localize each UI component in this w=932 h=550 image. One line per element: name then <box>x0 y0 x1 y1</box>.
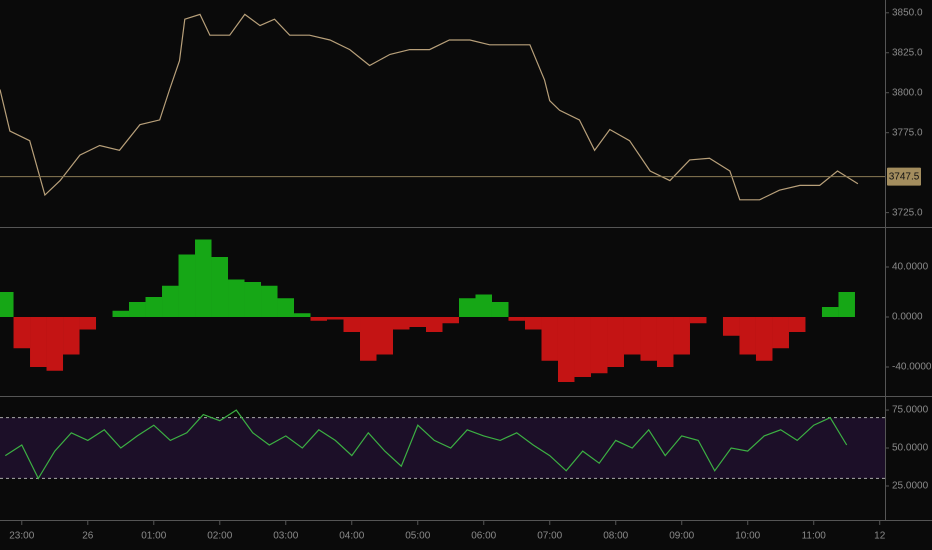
y-tick-label: 0.0000 <box>892 312 923 323</box>
histogram-bar <box>656 317 674 367</box>
y-tick-label: 50.0000 <box>892 443 929 454</box>
histogram-bar <box>30 317 47 367</box>
histogram-bar <box>63 317 80 355</box>
y-tick-label: 75.0000 <box>892 405 929 416</box>
x-tick-label: 08:00 <box>603 531 628 542</box>
x-tick-label: 23:00 <box>9 531 34 542</box>
histogram-bar <box>788 317 806 332</box>
histogram-bar <box>277 298 295 317</box>
histogram-bar <box>376 317 394 355</box>
histogram-bar <box>13 317 31 349</box>
histogram-bar <box>228 279 245 317</box>
y-tick-label: 3850.0 <box>892 7 923 18</box>
histogram-bar <box>623 317 641 355</box>
x-tick-label: 01:00 <box>141 531 166 542</box>
histogram-bar <box>755 317 773 361</box>
histogram-bar <box>327 317 344 320</box>
histogram-bar <box>79 317 97 330</box>
histogram-bar <box>772 317 789 349</box>
x-tick-label: 11:00 <box>802 531 827 542</box>
histogram-bar <box>294 313 311 317</box>
histogram-bar <box>508 317 525 321</box>
histogram-bar <box>739 317 756 355</box>
y-tick-label: 3825.0 <box>892 47 923 58</box>
histogram-bar <box>409 317 427 327</box>
x-tick-label: 05:00 <box>405 531 430 542</box>
histogram-bar <box>574 317 591 377</box>
histogram-bar <box>590 317 608 374</box>
histogram-bar <box>178 254 196 317</box>
y-tick-label: 3725.0 <box>892 207 923 218</box>
x-tick-label: 04:00 <box>339 531 364 542</box>
histogram-bar <box>640 317 657 361</box>
x-tick-label: 12 <box>874 531 886 542</box>
x-tick-label: 02:00 <box>207 531 232 542</box>
histogram-bar <box>261 285 278 317</box>
histogram-bar <box>442 317 459 324</box>
line <box>0 13 859 201</box>
histogram-bar <box>0 292 14 317</box>
histogram-bar <box>607 317 624 367</box>
histogram-bar <box>162 285 179 317</box>
histogram-bar <box>722 317 740 336</box>
last-price-label: 3747.5 <box>889 171 920 182</box>
histogram-bar <box>195 239 212 317</box>
histogram-bar <box>112 310 130 317</box>
histogram-bar <box>821 307 839 317</box>
histogram-bar <box>343 317 361 332</box>
histogram-bar <box>673 317 690 355</box>
y-tick-label: -40.0000 <box>892 362 932 373</box>
histogram-bar <box>426 317 443 332</box>
rsi-band <box>0 417 885 479</box>
histogram-bar <box>838 292 855 317</box>
y-tick-label: 25.0000 <box>892 481 929 492</box>
histogram-bar <box>475 294 492 317</box>
histogram-bar <box>393 317 410 330</box>
histogram-bar <box>557 317 575 382</box>
histogram-bar <box>491 302 509 317</box>
y-tick-label: 40.0000 <box>892 262 929 273</box>
last-price-box <box>887 167 921 186</box>
x-tick-label: 03:00 <box>273 531 298 542</box>
x-tick-label: 10:00 <box>735 531 760 542</box>
x-tick-label: 06:00 <box>471 531 496 542</box>
line <box>4 409 848 480</box>
x-tick-label: 09:00 <box>669 531 694 542</box>
histogram-bar <box>46 317 64 371</box>
y-tick-label: 3775.0 <box>892 127 923 138</box>
histogram-bar <box>310 317 328 321</box>
histogram-bar <box>244 282 262 317</box>
y-tick-label: 3800.0 <box>892 87 923 98</box>
histogram-bar <box>211 257 229 317</box>
histogram-bar <box>689 317 707 324</box>
histogram-bar <box>145 297 163 317</box>
histogram-bar <box>524 317 542 330</box>
histogram-bar <box>458 298 476 317</box>
histogram-bar <box>129 302 146 317</box>
x-tick-label: 26 <box>82 531 94 542</box>
histogram-bar <box>360 317 377 361</box>
x-tick-label: 07:00 <box>537 531 562 542</box>
histogram-bar <box>541 317 558 361</box>
